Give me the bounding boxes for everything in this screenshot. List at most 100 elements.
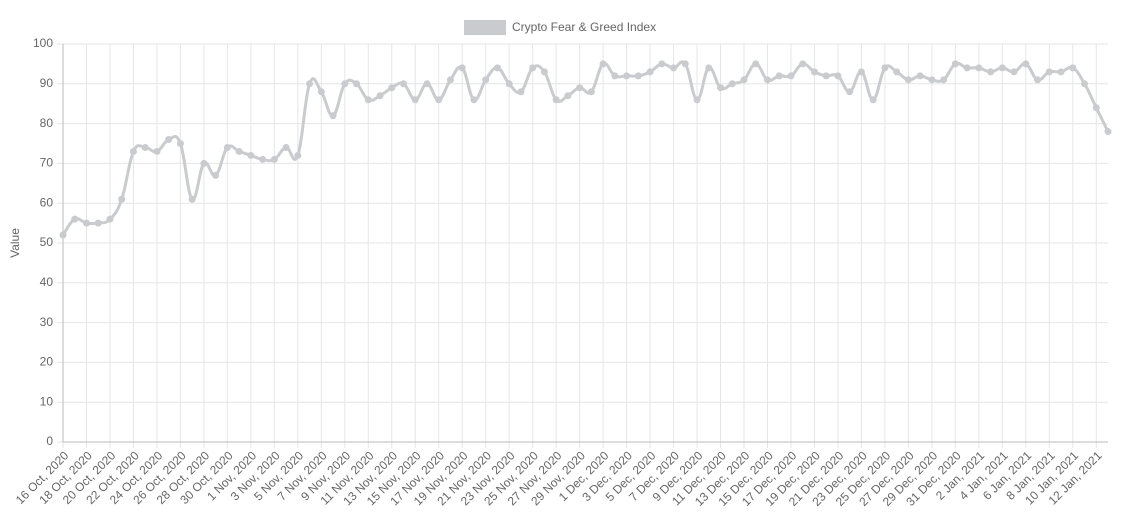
point [1022, 60, 1030, 68]
y-tick-label: 100 [33, 36, 53, 50]
point [1057, 68, 1065, 76]
point [376, 92, 384, 100]
point [564, 92, 572, 100]
point [59, 231, 67, 239]
point [576, 84, 584, 92]
point [82, 219, 90, 227]
point [353, 80, 361, 88]
point [259, 155, 267, 163]
point [188, 195, 196, 203]
y-tick-label: 40 [40, 275, 54, 289]
point [705, 64, 713, 72]
point [1045, 68, 1053, 76]
y-tick-label: 70 [40, 156, 54, 170]
y-tick-label: 10 [40, 394, 54, 408]
point [975, 64, 983, 72]
point [364, 96, 372, 104]
legend-swatch [464, 20, 506, 35]
point [223, 143, 231, 151]
point [1092, 104, 1100, 112]
point [987, 68, 995, 76]
line [61, 60, 1110, 236]
point [129, 147, 137, 155]
point [599, 60, 607, 68]
point [893, 68, 901, 76]
point [118, 195, 126, 203]
point [482, 76, 490, 84]
point [411, 96, 419, 104]
point [928, 76, 936, 84]
y-tick-label: 20 [40, 355, 54, 369]
y-tick-label: 90 [40, 76, 54, 90]
point [834, 72, 842, 80]
y-tick-label: 60 [40, 195, 54, 209]
point [693, 96, 701, 104]
point [740, 76, 748, 84]
point [998, 64, 1006, 72]
point [505, 80, 513, 88]
point [94, 219, 102, 227]
y-tick-label: 30 [40, 315, 54, 329]
point [282, 143, 290, 151]
point [963, 64, 971, 72]
point [623, 72, 631, 80]
point [1010, 68, 1018, 76]
point [165, 136, 173, 144]
point [106, 215, 114, 223]
y-tick-label: 80 [40, 116, 54, 130]
point [717, 84, 725, 92]
point [670, 64, 678, 72]
point [810, 68, 818, 76]
point [423, 80, 431, 88]
point [400, 80, 408, 88]
point [329, 112, 337, 120]
point [587, 88, 595, 96]
point [869, 96, 877, 104]
point [540, 68, 548, 76]
y-axis-label: Value [8, 228, 22, 258]
point [247, 151, 255, 159]
point [787, 72, 795, 80]
point [529, 64, 537, 72]
y-tick-label: 0 [46, 434, 53, 448]
point [212, 171, 220, 179]
point [200, 159, 208, 167]
point [822, 72, 830, 80]
point [317, 88, 325, 96]
point [388, 84, 396, 92]
legend-label: Crypto Fear & Greed Index [512, 20, 656, 34]
point [458, 64, 466, 72]
y-tick-label: 50 [40, 235, 54, 249]
point [235, 147, 243, 155]
point [752, 60, 760, 68]
point [646, 68, 654, 76]
point [681, 60, 689, 68]
point [306, 80, 314, 88]
point [1104, 128, 1112, 136]
point [940, 76, 948, 84]
point [153, 147, 161, 155]
point [446, 76, 454, 84]
point [270, 155, 278, 163]
point [1069, 64, 1077, 72]
point [728, 80, 736, 88]
point [1034, 76, 1042, 84]
point [763, 76, 771, 84]
point [435, 96, 443, 104]
point [916, 72, 924, 80]
point [799, 60, 807, 68]
point [341, 80, 349, 88]
point [470, 96, 478, 104]
point [294, 151, 302, 159]
point [658, 60, 666, 68]
point [493, 64, 501, 72]
point [517, 88, 525, 96]
point [552, 96, 560, 104]
point [1081, 80, 1089, 88]
point [857, 68, 865, 76]
point [176, 140, 184, 147]
point [634, 72, 642, 80]
point [951, 60, 959, 68]
point [904, 76, 912, 84]
